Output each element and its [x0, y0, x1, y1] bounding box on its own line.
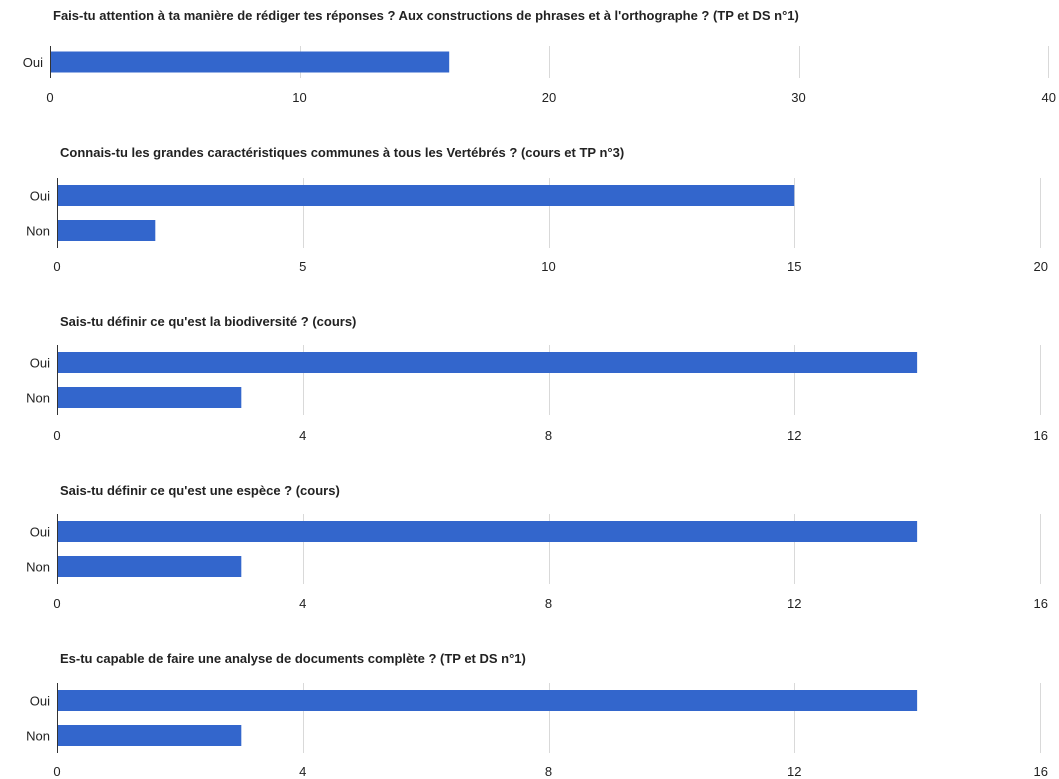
tick-label: 12 [787, 596, 801, 611]
tick-label: 16 [1034, 764, 1048, 779]
tick-label: 40 [1042, 90, 1056, 105]
tick-label: 0 [46, 90, 53, 105]
tick-label: 0 [53, 428, 60, 443]
bar-oui [57, 521, 918, 542]
chart-title: Sais-tu définir ce qu'est une espèce ? (… [60, 483, 340, 498]
category-label: Non [26, 391, 50, 406]
tick-label: 16 [1034, 428, 1048, 443]
category-label: Non [26, 224, 50, 239]
tick-label: 10 [292, 90, 306, 105]
chart-3: Sais-tu définir ce qu'est la biodiversit… [26, 314, 1048, 443]
tick-label: 8 [545, 428, 552, 443]
chart-4: Sais-tu définir ce qu'est une espèce ? (… [26, 483, 1048, 611]
tick-label: 0 [53, 764, 60, 779]
tick-label: 30 [791, 90, 805, 105]
tick-label: 16 [1034, 596, 1048, 611]
tick-label: 12 [787, 428, 801, 443]
chart-title: Connais-tu les grandes caractéristiques … [60, 145, 624, 160]
chart-5: Es-tu capable de faire une analyse de do… [26, 651, 1048, 779]
chart-title: Sais-tu définir ce qu'est la biodiversit… [60, 314, 356, 329]
category-label: Oui [30, 694, 50, 709]
tick-label: 5 [299, 259, 306, 274]
chart-1: Fais-tu attention à ta manière de rédige… [23, 8, 1056, 105]
category-label: Oui [30, 525, 50, 540]
bar-non [57, 220, 156, 241]
tick-label: 0 [53, 596, 60, 611]
bar-oui [57, 690, 918, 711]
chart-title: Es-tu capable de faire une analyse de do… [60, 651, 526, 666]
category-label: Oui [23, 55, 43, 70]
bar-non [57, 556, 242, 577]
tick-label: 8 [545, 596, 552, 611]
tick-label: 15 [787, 259, 801, 274]
tick-label: 0 [53, 259, 60, 274]
category-label: Non [26, 560, 50, 575]
tick-label: 12 [787, 764, 801, 779]
tick-label: 4 [299, 764, 306, 779]
bar-oui [57, 352, 918, 373]
tick-label: 10 [541, 259, 555, 274]
bar-oui [57, 185, 795, 206]
tick-label: 20 [542, 90, 556, 105]
tick-label: 4 [299, 596, 306, 611]
bar-non [57, 387, 242, 408]
tick-label: 20 [1034, 259, 1048, 274]
chart-title: Fais-tu attention à ta manière de rédige… [53, 8, 799, 23]
category-label: Oui [30, 189, 50, 204]
category-label: Non [26, 729, 50, 744]
tick-label: 4 [299, 428, 306, 443]
chart-2: Connais-tu les grandes caractéristiques … [26, 145, 1048, 274]
category-label: Oui [30, 356, 50, 371]
tick-label: 8 [545, 764, 552, 779]
bar-non [57, 725, 242, 746]
bar-oui [50, 51, 450, 73]
